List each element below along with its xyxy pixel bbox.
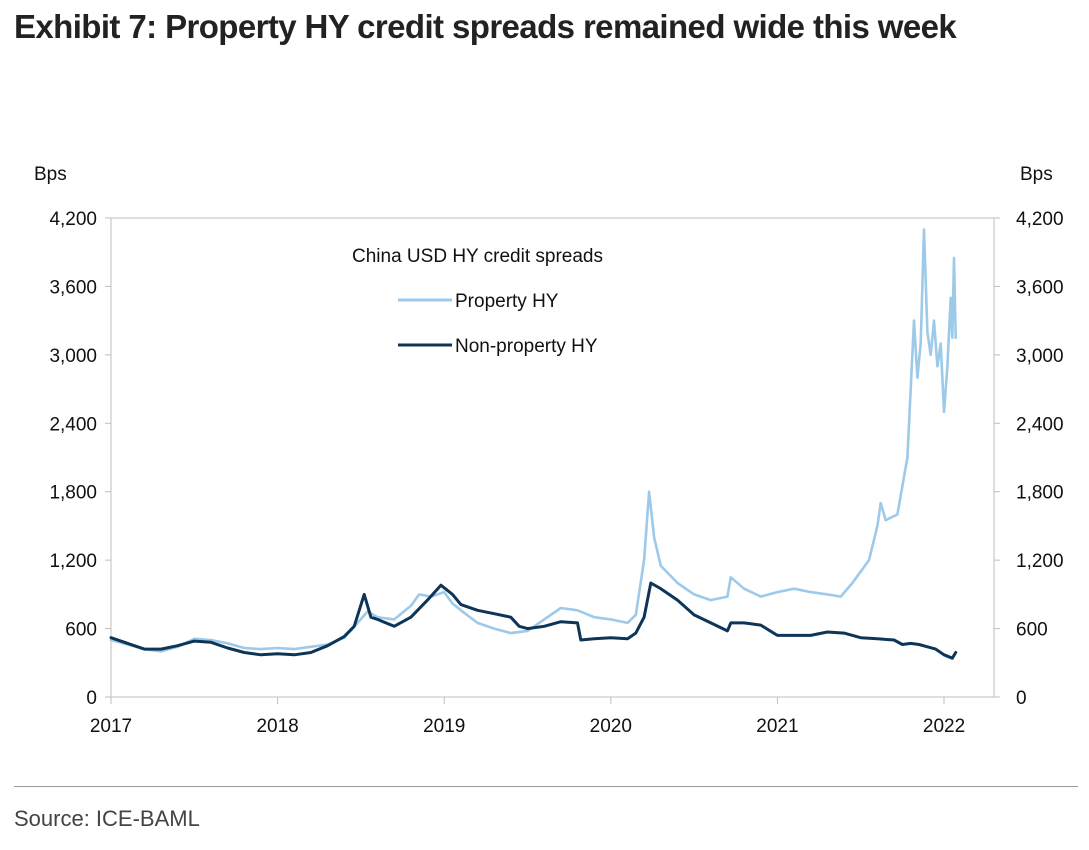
y-tick-label-left: 3,000: [49, 346, 97, 367]
x-axis: 2017 2018 2019 2020 2021 2022: [90, 697, 965, 737]
page-title: Exhibit 7: Property HY credit spreads re…: [14, 8, 957, 45]
series-layer: [109, 228, 958, 660]
y-tick-label-right: 4,200: [1016, 209, 1064, 230]
y-tick-label-left: 2,400: [49, 414, 97, 435]
x-tick-label: 2020: [590, 716, 632, 737]
y-tick-label-left: 1,200: [49, 551, 97, 572]
y-tick-label-left: 1,800: [49, 483, 97, 504]
legend: China USD HY credit spreads Property HY …: [352, 246, 603, 357]
y-tick-label-right: 1,800: [1016, 483, 1064, 504]
legend-label-property-hy: Property HY: [455, 291, 559, 312]
y-tick-label-right: 3,600: [1016, 277, 1064, 298]
x-tick-label: 2022: [923, 716, 965, 737]
y-tick-label-left: 4,200: [49, 209, 97, 230]
x-tick-label: 2019: [423, 716, 465, 737]
y-axis-right: 0 600 1,200 1,800 2,400 3,000 3,600 4,200: [994, 209, 1064, 709]
plot-area-frame: [110, 217, 995, 698]
y-axis-left-unit-label: Bps: [34, 164, 67, 185]
source-note: Source: ICE-BAML: [14, 806, 200, 831]
x-tick-label: 2021: [756, 716, 798, 737]
footer-divider: [14, 786, 1078, 787]
y-tick-label-right: 3,000: [1016, 346, 1064, 367]
series-line-non-property-hy: [109, 581, 958, 660]
y-axis-left: 0 600 1,200 1,800 2,400 3,000 3,600 4,200: [49, 209, 111, 709]
y-tick-label-left: 0: [86, 688, 97, 709]
series-line-property-hy: [109, 228, 957, 653]
y-tick-label-left: 3,600: [49, 277, 97, 298]
y-tick-label-right: 2,400: [1016, 414, 1064, 435]
x-tick-label: 2018: [256, 716, 298, 737]
y-tick-label-right: 1,200: [1016, 551, 1064, 572]
y-tick-label-right: 600: [1016, 620, 1048, 641]
legend-label-non-property-hy: Non-property HY: [455, 336, 598, 357]
legend-title: China USD HY credit spreads: [352, 246, 603, 267]
y-axis-right-unit-label: Bps: [1020, 164, 1053, 185]
y-tick-label-right: 0: [1016, 688, 1027, 709]
x-tick-label: 2017: [90, 716, 132, 737]
credit-spreads-chart: 0 600 1,200 1,800 2,400 3,000 3,600 4,200 0 600 1…: [34, 164, 1064, 737]
y-tick-label-left: 600: [65, 620, 97, 641]
